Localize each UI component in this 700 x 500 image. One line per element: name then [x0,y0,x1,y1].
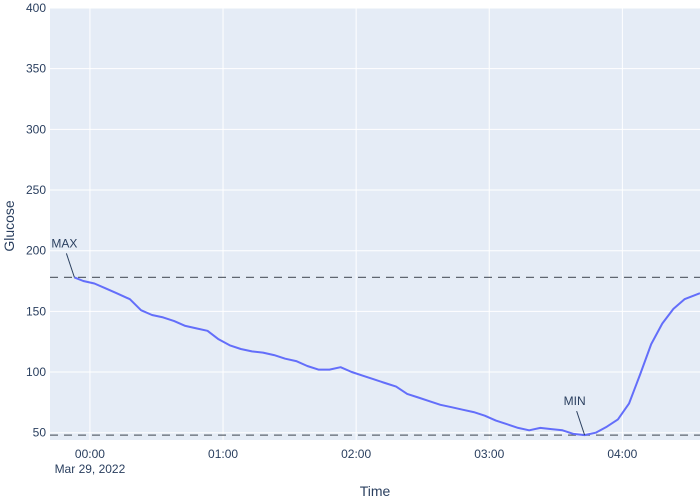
annotation-label: MAX [51,236,77,250]
x-tick-label: 02:00 [341,447,371,461]
x-tick-label: 03:00 [474,447,504,461]
y-tick-label: 150 [26,304,46,318]
y-axis-title: Glucose [1,200,17,252]
y-tick-label: 300 [26,122,46,136]
plot-area [50,8,700,440]
series-group [74,276,700,437]
reference-lines [50,276,700,436]
x-tick-sublabel: Mar 29, 2022 [55,462,126,476]
x-tick-label: 00:00 [75,447,105,461]
x-axis-title: Time [360,483,391,499]
y-tick-label: 400 [26,1,46,15]
y-tick-label: 250 [26,183,46,197]
annotation-arrow [576,410,586,436]
y-tick-label: 100 [26,365,46,379]
series-line [74,276,700,437]
y-tick-label: 350 [26,62,46,76]
grid-lines [50,7,700,440]
y-axis-ticks: 50 100 150 200 250 300 350 400 [26,1,46,440]
x-tick-label: 01:00 [208,447,238,461]
annotation-label: MIN [564,394,586,408]
x-tick-label: 04:00 [607,447,637,461]
y-tick-label: 200 [26,244,46,258]
y-tick-label: 50 [33,426,47,440]
annotation-arrow [65,253,75,278]
annotations: MAX MIN [51,236,586,436]
